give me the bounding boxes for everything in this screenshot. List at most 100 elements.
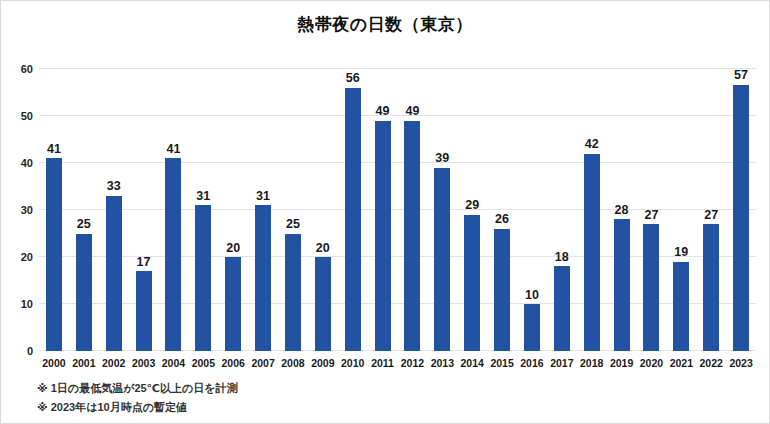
x-tick-label-2006: 2006 [218,357,248,369]
bar-column-2007: 31 [248,69,278,351]
bar-2004 [165,158,181,351]
bar-column-2019: 28 [607,69,637,351]
bar-value-2017: 18 [555,251,569,264]
bar-column-2009: 20 [308,69,338,351]
x-tick-label-2018: 2018 [577,357,607,369]
bar-2017 [554,266,570,351]
footnotes: ※ 1日の最低気温が25℃以上の日を計測 ※ 2023年は10月時点の暫定値 [37,379,237,418]
bar-value-2012: 49 [405,105,419,118]
bar-value-2007: 31 [256,190,270,203]
bar-value-2019: 28 [615,204,629,217]
bar-value-2006: 20 [226,242,240,255]
y-axis-labels: 0102030405060 [7,69,33,351]
x-tick-label-2019: 2019 [607,357,637,369]
bar-column-2004: 41 [159,69,189,351]
bar-column-2010: 56 [338,69,368,351]
y-tick-label-60: 60 [21,64,33,75]
bar-column-2017: 18 [547,69,577,351]
x-tick-label-2012: 2012 [398,357,428,369]
footnote-measurement: ※ 1日の最低気温が25℃以上の日を計測 [37,379,237,398]
bar-value-2015: 26 [495,213,509,226]
bar-2022 [703,224,719,351]
bar-2021 [673,262,689,351]
x-tick-label-2022: 2022 [696,357,726,369]
x-tick-label-2009: 2009 [308,357,338,369]
y-tick-label-10: 10 [21,299,33,310]
bar-column-2003: 17 [129,69,159,351]
bar-value-2003: 17 [137,256,151,269]
x-tick-label-2011: 2011 [368,357,398,369]
bar-column-2012: 49 [398,69,428,351]
bar-column-2005: 31 [188,69,218,351]
bar-2008 [285,234,301,352]
bar-2014 [464,215,480,351]
bar-column-2014: 29 [457,69,487,351]
x-tick-label-2023: 2023 [726,357,756,369]
y-tick-label-50: 50 [21,111,33,122]
bar-2010 [345,88,361,351]
bar-2005 [195,205,211,351]
chart-title: 熱帯夜の日数（東京） [1,13,769,36]
bar-2003 [136,271,152,351]
bar-column-2021: 19 [666,69,696,351]
x-tick-label-2007: 2007 [248,357,278,369]
bar-value-2000: 41 [47,143,61,156]
bar-value-2005: 31 [196,190,210,203]
bar-value-2011: 49 [376,105,390,118]
bar-2013 [434,168,450,351]
bar-column-2023: 57 [726,69,756,351]
bar-value-2009: 20 [316,242,330,255]
x-tick-label-2004: 2004 [159,357,189,369]
plot-area: 41 25 33 17 41 31 20 31 25 20 56 49 49 39 29 26 10 18 42 28… [39,69,756,351]
bar-2009 [315,257,331,351]
x-tick-label-2021: 2021 [666,357,696,369]
bar-column-2018: 42 [577,69,607,351]
bar-value-2020: 27 [644,209,658,222]
x-tick-label-2008: 2008 [278,357,308,369]
bar-2023 [733,85,749,352]
bar-column-2006: 20 [218,69,248,351]
bar-column-2022: 27 [696,69,726,351]
x-tick-label-2010: 2010 [338,357,368,369]
bar-column-2016: 10 [517,69,547,351]
bar-value-2002: 33 [107,180,121,193]
bar-2012 [404,121,420,351]
bar-2007 [255,205,271,351]
bar-value-2018: 42 [585,138,599,151]
x-tick-label-2017: 2017 [547,357,577,369]
x-tick-label-2016: 2016 [517,357,547,369]
bar-column-2001: 25 [69,69,99,351]
chart-window: 熱帯夜の日数（東京） 0 10 20 30 40 50 60 41 25 33 17 41 31 20 3… [0,0,770,424]
bar-2018 [584,154,600,351]
bar-column-2000: 41 [39,69,69,351]
bar-value-2022: 27 [704,209,718,222]
x-tick-label-2002: 2002 [99,357,129,369]
x-tick-label-2014: 2014 [457,357,487,369]
bar-column-2002: 33 [99,69,129,351]
x-tick-label-2015: 2015 [487,357,517,369]
bar-2001 [76,234,92,352]
bar-column-2015: 26 [487,69,517,351]
bar-2016 [524,304,540,351]
bar-2006 [225,257,241,351]
bar-value-2021: 19 [674,246,688,259]
bar-value-2016: 10 [525,289,539,302]
footnote-provisional: ※ 2023年は10月時点の暫定値 [37,398,237,417]
bar-column-2020: 27 [637,69,667,351]
bar-value-2013: 39 [435,152,449,165]
bar-value-2008: 25 [286,218,300,231]
y-tick-label-20: 20 [21,252,33,263]
bar-2020 [643,224,659,351]
x-tick-label-2001: 2001 [69,357,99,369]
y-tick-label-30: 30 [21,205,33,216]
bar-2002 [106,196,122,351]
bar-value-2004: 41 [166,143,180,156]
bar-series: 41 25 33 17 41 31 20 31 25 20 56 49 49 39 29 26 10 18 42 28… [39,69,756,351]
bar-value-2001: 25 [77,218,91,231]
bar-2011 [375,121,391,351]
x-tick-label-2000: 2000 [39,357,69,369]
bar-2019 [614,219,630,351]
y-tick-label-40: 40 [21,158,33,169]
y-tick-label-0: 0 [27,346,33,357]
bar-value-2010: 56 [346,72,360,85]
